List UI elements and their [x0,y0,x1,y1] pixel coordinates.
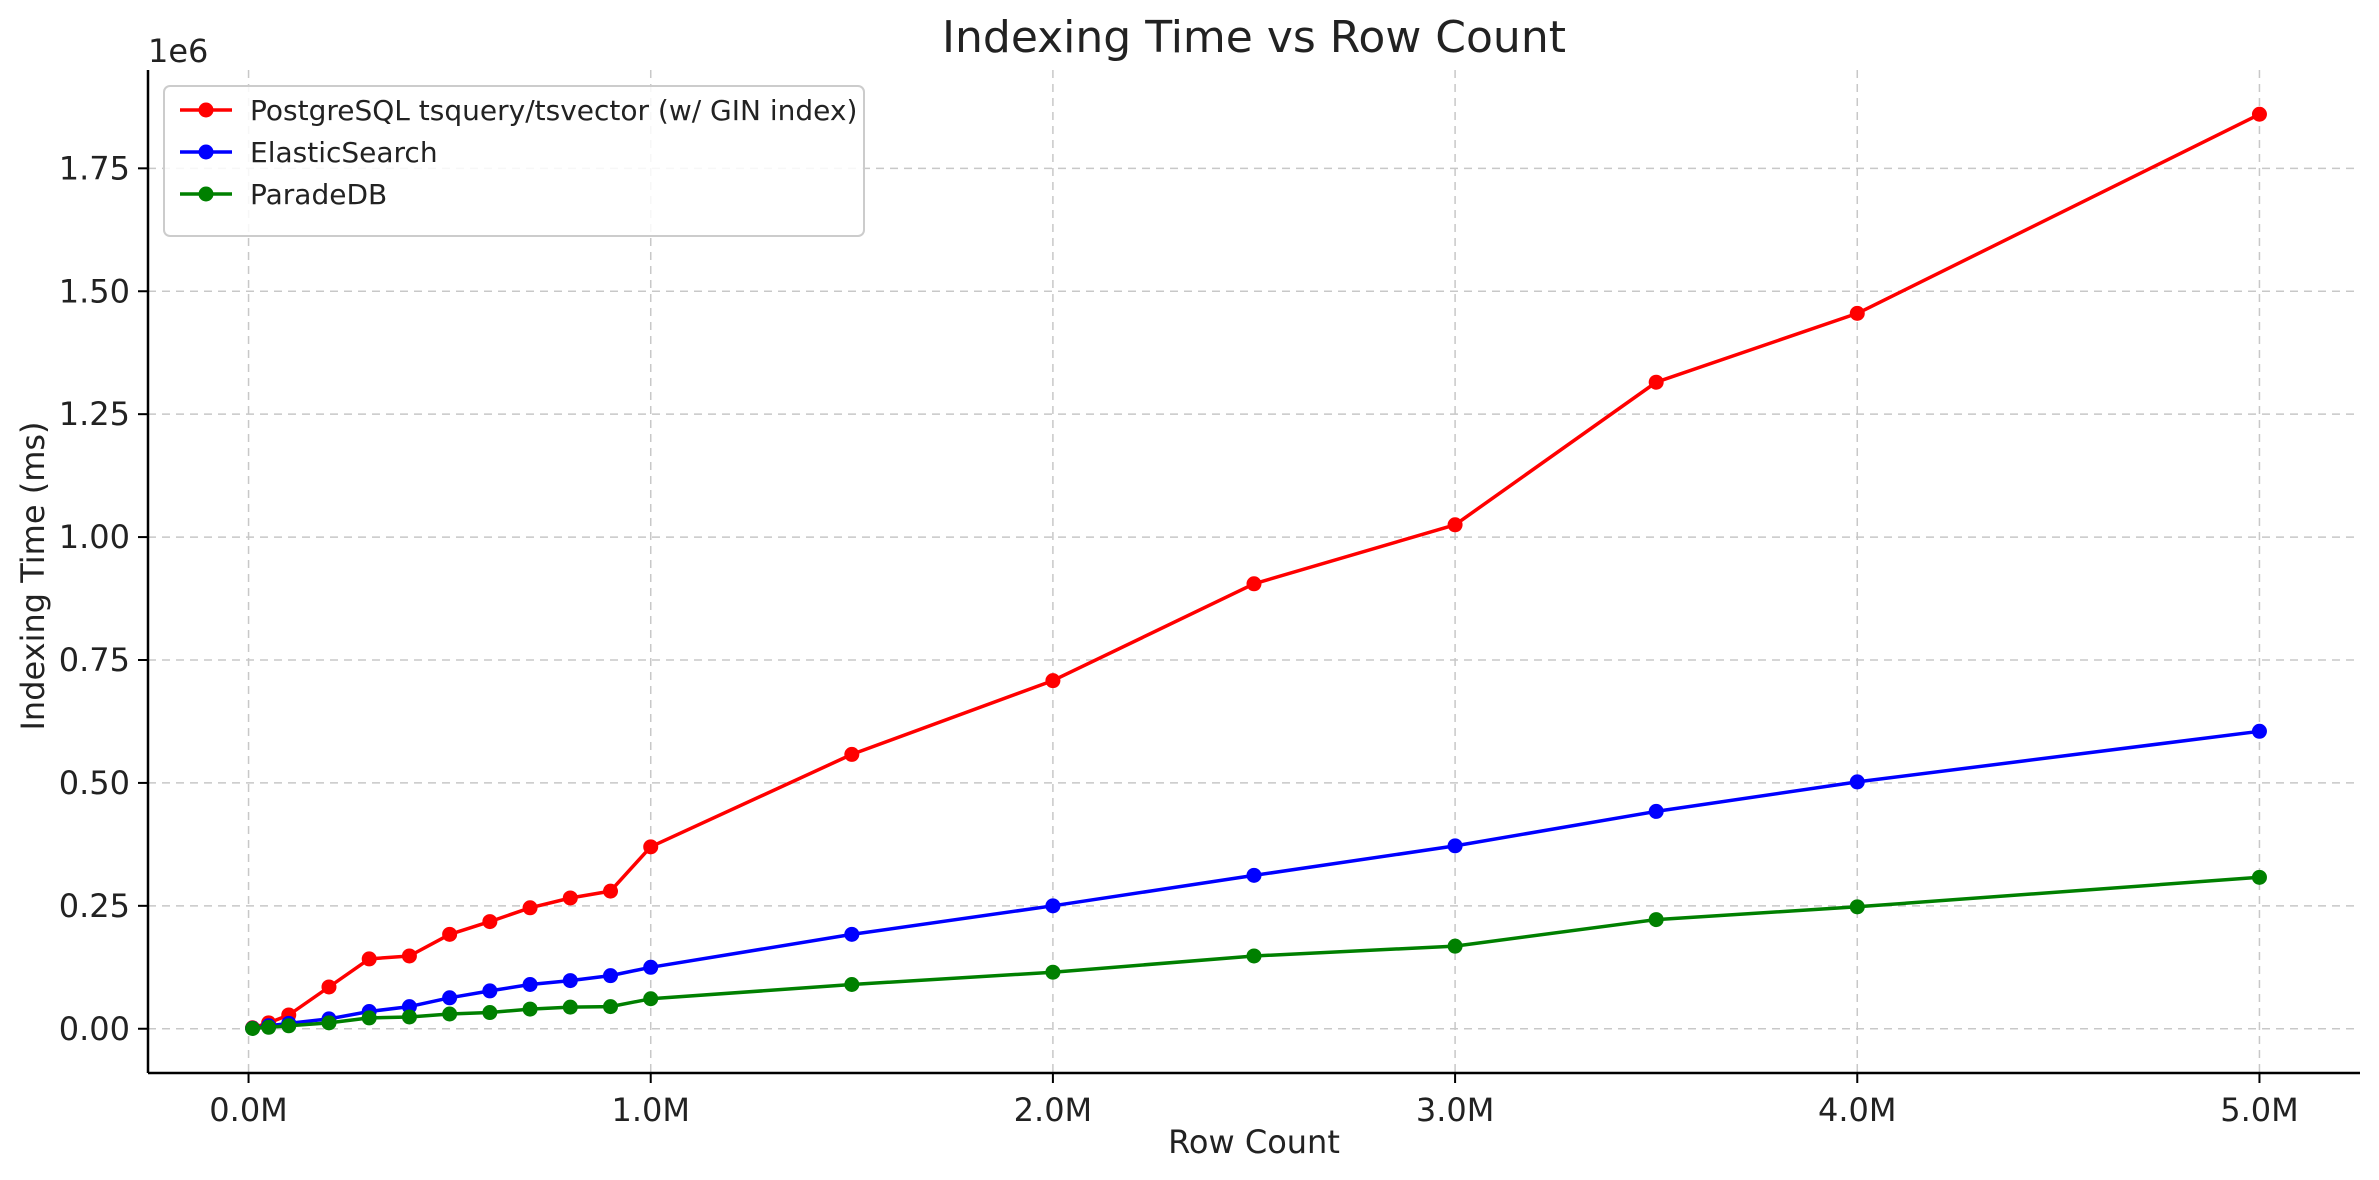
data-point-1-10 [603,968,619,984]
x-tick-label-4: 4.0M [1818,1091,1897,1129]
x-axis-label: Row Count [1168,1123,1340,1161]
data-point-2-15 [1447,938,1463,954]
data-point-2-11 [643,991,659,1007]
data-point-2-1 [261,1019,277,1035]
y-axis-offset-label: 1e6 [148,32,208,70]
x-tick-label-2: 2.0M [1014,1091,1093,1129]
y-axis-label: Indexing Time (ms) [14,421,52,730]
legend-marker-2 [198,186,214,202]
data-point-1-14 [1246,867,1262,883]
data-point-1-9 [562,973,578,989]
data-point-0-6 [442,926,458,942]
data-point-0-16 [1648,374,1664,390]
grid-lines [148,70,2360,1073]
legend-box [163,85,865,237]
data-point-2-13 [1045,964,1061,980]
legend-label-0: PostgreSQL tsquery/tsvector (w/ GIN inde… [250,94,857,127]
data-point-2-6 [442,1006,458,1022]
x-tick-label-1: 1.0M [611,1091,690,1129]
data-point-1-8 [522,977,538,992]
data-point-2-8 [522,1001,538,1017]
x-tick-label-5: 5.0M [2220,1091,2299,1129]
data-point-1-16 [1648,803,1664,819]
data-point-0-7 [482,914,498,930]
data-point-1-17 [1849,774,1865,790]
data-point-0-18 [2251,106,2267,122]
data-point-1-7 [482,983,498,999]
data-point-0-14 [1246,576,1262,592]
legend-marker-1 [198,144,214,160]
data-point-0-15 [1447,517,1463,533]
data-point-2-4 [361,1010,377,1026]
data-point-2-16 [1648,912,1664,928]
data-point-0-5 [401,948,417,964]
data-point-0-10 [603,883,619,899]
data-point-2-0 [245,1021,261,1037]
data-point-2-18 [2251,869,2267,885]
y-tick-label-6: 1.50 [59,272,130,310]
data-point-2-7 [482,1005,498,1021]
data-point-2-3 [321,1015,337,1031]
series-line-0 [252,112,2261,1030]
legend-label-2: ParadeDB [250,178,387,211]
data-point-1-5 [401,999,417,1015]
x-tick-label-0: 0.0M [209,1091,288,1129]
data-point-0-9 [562,890,578,906]
y-tick-label-3: 0.75 [59,641,130,679]
data-point-1-18 [2251,723,2267,739]
data-point-0-11 [643,839,659,855]
chart-title: Indexing Time vs Row Count [942,12,1566,63]
data-point-1-11 [643,959,659,975]
data-point-0-13 [1045,673,1061,689]
y-tick-label-7: 1.75 [59,149,130,187]
data-point-1-6 [442,990,458,1006]
data-point-2-5 [401,1009,417,1025]
legend-label-1: ElasticSearch [250,136,438,169]
series-1 [245,723,2267,1036]
y-tick-label-0: 0.00 [59,1010,130,1048]
y-tick-label-2: 0.50 [59,764,130,802]
data-point-2-2 [281,1018,297,1034]
legend: PostgreSQL tsquery/tsvector (w/ GIN inde… [163,85,865,237]
data-point-0-8 [522,900,538,916]
data-point-0-12 [844,746,860,762]
data-point-0-17 [1849,305,1865,321]
series-2 [245,869,2267,1037]
data-point-2-17 [1849,899,1865,915]
x-tick-label-3: 3.0M [1416,1091,1495,1129]
series-lines [245,106,2267,1037]
y-tick-label-1: 0.25 [59,887,130,925]
data-point-1-15 [1447,838,1463,854]
data-point-2-12 [844,977,860,992]
y-tick-label-4: 1.00 [59,518,130,556]
data-point-0-4 [361,951,377,967]
y-tick-label-5: 1.25 [59,395,130,433]
data-point-2-14 [1246,948,1262,964]
data-point-0-3 [321,979,337,995]
x-axis-ticks: 0.0M 1.0M 2.0M 3.0M 4.0M 5.0M [209,1073,2299,1129]
data-point-1-12 [844,926,860,942]
data-point-2-9 [562,999,578,1015]
data-point-1-13 [1045,898,1061,914]
y-axis-ticks: 0.00 0.25 0.50 0.75 1.00 1.25 1.50 1.75 [59,149,148,1048]
legend-marker-0 [198,102,214,118]
data-point-2-10 [603,999,619,1015]
series-0 [245,106,2267,1036]
